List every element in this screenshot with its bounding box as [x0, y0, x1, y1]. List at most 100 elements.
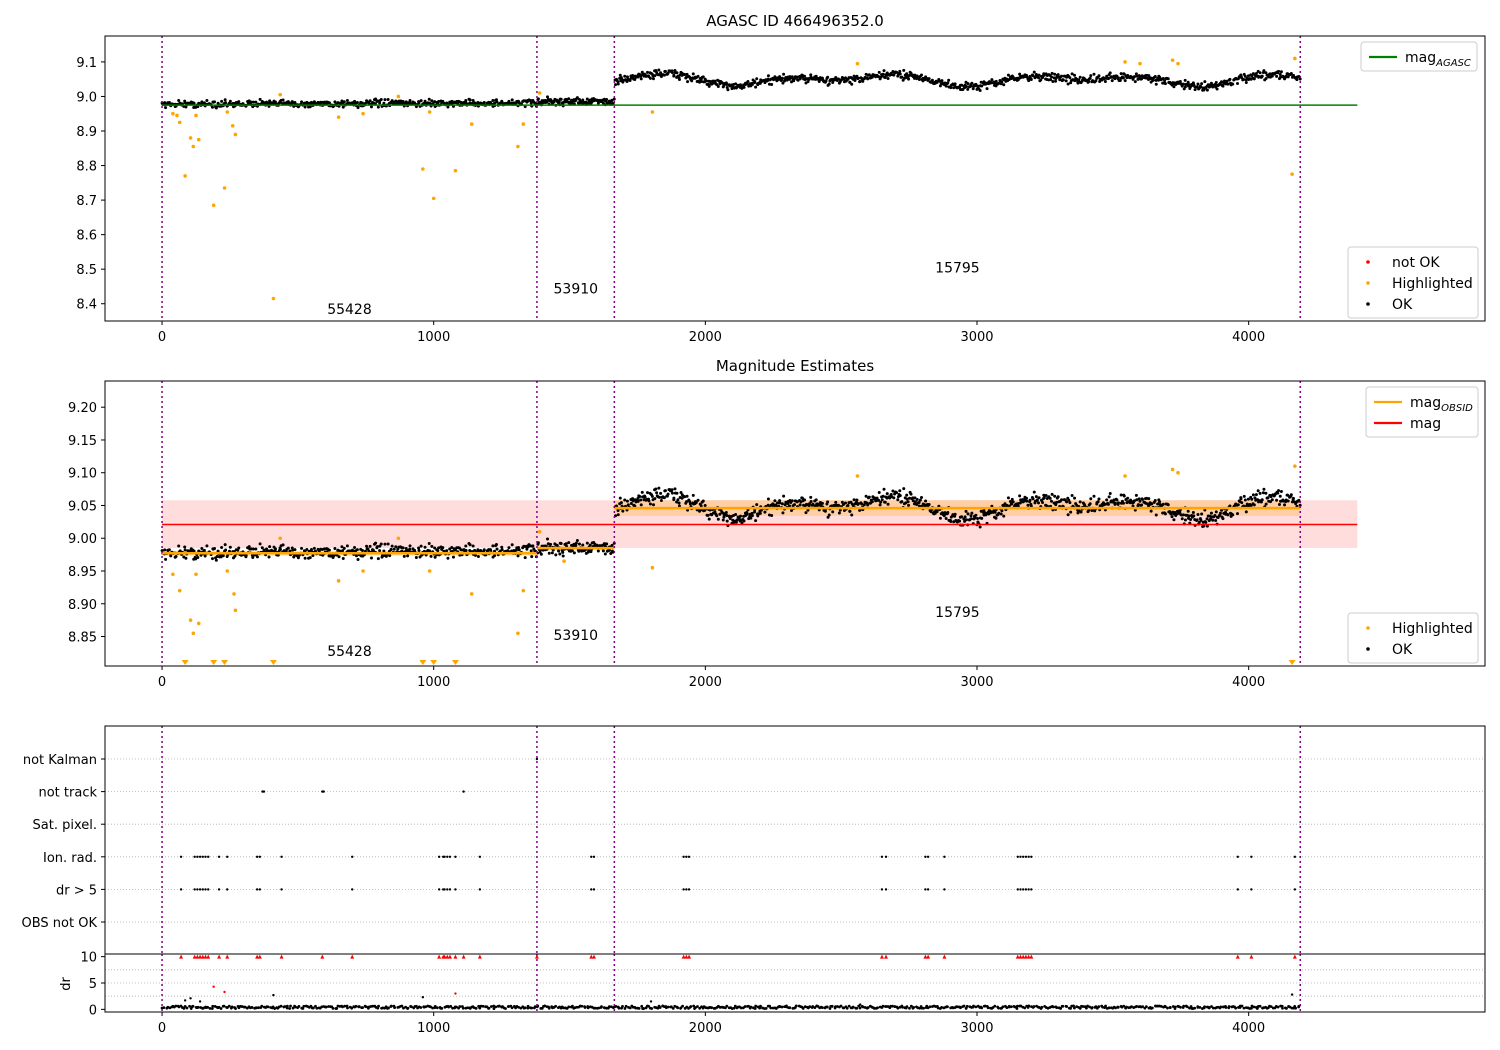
ok-point: [782, 494, 786, 498]
ok-point: [651, 503, 655, 507]
ok-point: [685, 500, 689, 504]
ok-point: [1002, 83, 1006, 87]
ok-point: [1192, 514, 1196, 518]
legend-box: [1360, 41, 1478, 72]
ok-point: [966, 82, 970, 86]
ok-point: [906, 500, 910, 504]
ok-point: [850, 513, 854, 517]
dr-point: [510, 1006, 514, 1010]
estimates-highlighted-points: [171, 464, 1297, 665]
flag-point: [685, 855, 688, 858]
dr-point: [747, 1004, 750, 1008]
highlighted-point: [222, 186, 227, 190]
dr-clipped-marker: [198, 954, 203, 959]
ok-point: [1277, 489, 1281, 493]
ok-point: [378, 544, 382, 548]
flag-point: [226, 855, 229, 858]
ok-point: [588, 543, 592, 547]
ok-point: [1172, 85, 1176, 89]
ok-point: [500, 545, 504, 549]
ok-point: [1275, 498, 1279, 502]
ok-point: [1154, 82, 1158, 86]
dr-point: [908, 1006, 911, 1010]
dr-clipped-marker: [257, 954, 262, 959]
dr-point: [335, 1007, 339, 1010]
ok-point: [907, 77, 911, 81]
ok-point: [675, 500, 679, 504]
ok-point: [1060, 498, 1064, 502]
ok-point: [973, 516, 977, 520]
dr-point: [743, 1005, 747, 1008]
ok-point: [210, 105, 214, 109]
ok-point: [861, 79, 865, 83]
dr-point: [402, 1006, 405, 1010]
agasc-highlighted-points: [171, 56, 1297, 301]
ok-point: [653, 74, 657, 78]
dr-point: [1009, 1005, 1013, 1009]
ok-point: [574, 541, 578, 545]
ok-point: [495, 547, 499, 551]
ok-point: [964, 509, 968, 513]
flag-point: [179, 888, 183, 891]
dr-point: [866, 1006, 870, 1009]
dr-clipped-marker: [1029, 954, 1034, 959]
ok-point: [1083, 504, 1087, 508]
ok-point: [1236, 81, 1240, 85]
dr-point: [891, 1004, 894, 1008]
legend-subscript: AGASC: [1435, 58, 1471, 69]
ok-point: [725, 82, 729, 86]
x-tick-label: 2000: [689, 1021, 722, 1036]
ok-point: [1181, 513, 1185, 517]
ok-point: [383, 542, 387, 546]
ok-point: [184, 556, 188, 560]
ok-point: [1055, 500, 1059, 504]
ok-point: [646, 70, 650, 74]
y-tick-label: 8.4: [76, 298, 97, 313]
y-tick-label: 9.0: [76, 90, 97, 105]
ok-point: [1270, 74, 1274, 78]
ok-point: [1262, 69, 1266, 73]
highlighted-point: [521, 588, 526, 593]
ok-point: [676, 498, 680, 502]
ok-point: [273, 547, 277, 551]
ok-point: [355, 548, 359, 552]
dr-point: [940, 1005, 944, 1009]
legend-box: [1347, 246, 1479, 319]
highlighted-point: [1170, 467, 1175, 472]
flag-category-label: not Kalman: [23, 753, 97, 768]
ok-point: [468, 98, 472, 102]
ok-point: [746, 79, 750, 83]
ok-point: [1163, 79, 1167, 83]
ok-point: [860, 502, 864, 506]
ok-point: [864, 72, 868, 76]
legend-point-marker: [1366, 260, 1370, 264]
ok-point: [574, 544, 578, 548]
dr-point: [1114, 1006, 1117, 1010]
dr-point: [389, 1004, 393, 1008]
dr-point: [851, 1005, 855, 1009]
dr-point: [206, 1005, 210, 1009]
obsid-label: 53910: [554, 628, 599, 644]
dr-point: [1081, 1005, 1085, 1008]
ok-point: [707, 517, 711, 521]
ok-point: [1251, 493, 1255, 497]
ok-point: [841, 502, 845, 506]
flag-point: [1250, 855, 1253, 858]
ok-point: [554, 553, 558, 557]
ok-point: [930, 78, 934, 82]
ok-point: [539, 552, 543, 556]
ok-point: [237, 546, 241, 550]
dr-clipped-marker: [437, 954, 442, 959]
ok-point: [654, 487, 658, 491]
ok-point: [356, 558, 360, 562]
flag-point: [207, 888, 210, 891]
x-tick-label: 2000: [689, 330, 722, 345]
ok-point: [517, 548, 521, 552]
flag-point: [1016, 855, 1019, 858]
legend-entry: mag: [1410, 416, 1441, 432]
ok-point: [823, 509, 827, 513]
ok-point: [846, 504, 850, 508]
ok-point: [1258, 491, 1262, 495]
ok-point: [312, 546, 316, 550]
dr-point: [1193, 1006, 1197, 1010]
